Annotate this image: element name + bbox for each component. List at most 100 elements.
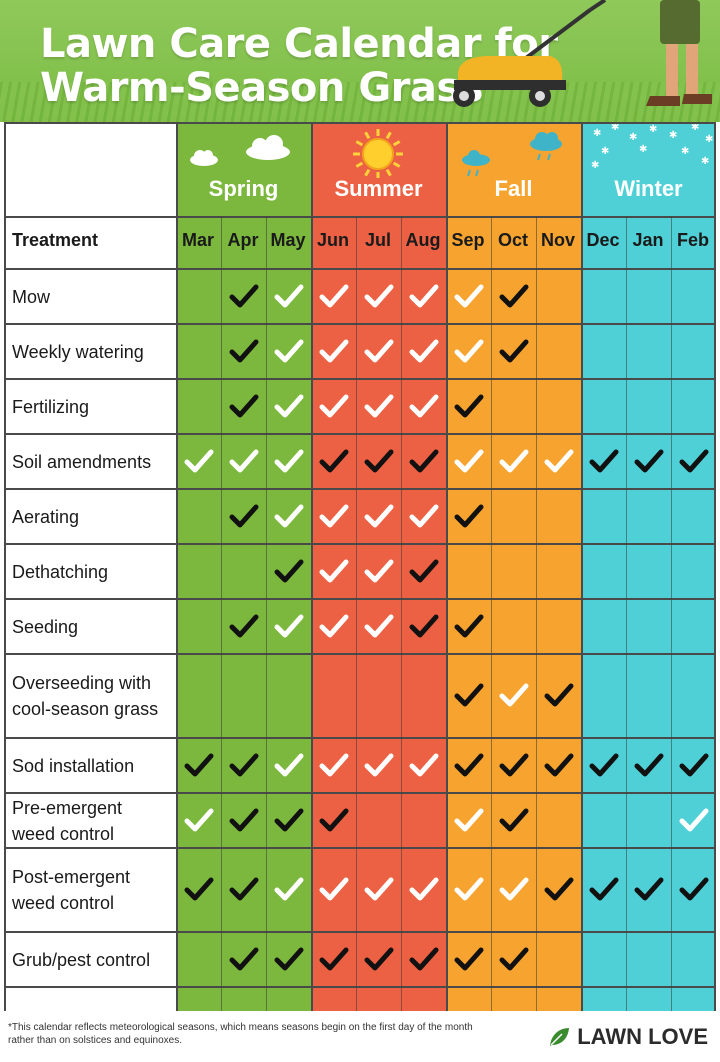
treatment-label-line: Sod installation xyxy=(12,755,135,776)
white-check-icon xyxy=(454,877,484,901)
white-check-icon xyxy=(454,284,484,307)
black-check-icon xyxy=(229,614,259,637)
treatment-label: Mow xyxy=(12,284,50,310)
black-check-icon xyxy=(364,449,394,472)
month-header-dec: Dec xyxy=(586,230,620,250)
month-header-aug: Aug xyxy=(405,230,441,250)
black-check-icon xyxy=(544,683,574,707)
white-check-icon xyxy=(544,449,574,472)
black-check-icon xyxy=(229,284,259,307)
treatment-label-line: weed control xyxy=(12,893,115,913)
white-check-icon xyxy=(184,449,214,472)
white-check-icon xyxy=(274,449,304,472)
grass-decoration xyxy=(0,82,720,122)
black-check-icon xyxy=(184,877,214,901)
black-check-icon xyxy=(229,339,259,362)
white-check-icon xyxy=(364,614,394,637)
season-label: Winter xyxy=(614,176,683,201)
treatment-label: Overseeding with cool-season grass xyxy=(12,670,158,722)
row-divider xyxy=(4,488,716,490)
brand-name: LAWN LOVE xyxy=(577,1024,708,1049)
black-check-icon xyxy=(544,877,574,901)
brand-logo: LAWN LOVE xyxy=(547,1024,708,1050)
season-header-fall: Fall xyxy=(446,122,581,216)
svg-text:✱: ✱ xyxy=(593,128,601,139)
treatment-label-line: Post-emergent xyxy=(12,867,131,887)
black-check-icon xyxy=(634,877,664,901)
season-band-summer xyxy=(311,122,446,1011)
row-divider xyxy=(4,737,716,739)
black-check-icon xyxy=(454,683,484,707)
lawn-mower-icon xyxy=(453,0,712,107)
row-divider xyxy=(4,378,716,380)
column-divider xyxy=(581,122,583,1011)
treatment-label: Pre-emergent weed control xyxy=(12,795,122,847)
column-divider xyxy=(714,122,716,1011)
white-check-icon xyxy=(499,877,529,901)
month-header-jan: Jan xyxy=(632,230,664,250)
white-check-icon xyxy=(409,394,439,417)
treatment-label-line: weed control xyxy=(12,823,115,844)
column-divider xyxy=(626,216,627,1011)
treatment-label-line: cool-season grass xyxy=(12,699,159,719)
rain-cloud-icon xyxy=(462,132,562,177)
white-check-icon xyxy=(229,449,259,472)
column-divider xyxy=(4,122,6,1011)
white-check-icon xyxy=(274,284,304,307)
black-check-icon xyxy=(274,947,304,970)
leaf-icon xyxy=(550,1028,570,1046)
month-header-jun: Jun xyxy=(316,230,349,250)
white-check-icon xyxy=(454,449,484,472)
black-check-icon xyxy=(679,753,709,776)
row-divider xyxy=(4,122,716,124)
row-divider xyxy=(4,433,716,435)
season-label: Fall xyxy=(494,176,533,201)
season-band-spring xyxy=(176,122,311,1011)
column-divider xyxy=(356,216,357,1011)
white-check-icon xyxy=(319,614,349,637)
header-banner: Lawn Care Calendar for Warm-Season Grass xyxy=(0,0,720,122)
white-check-icon xyxy=(409,504,439,527)
svg-text:✱: ✱ xyxy=(701,156,709,167)
black-check-icon xyxy=(679,877,709,901)
white-check-icon xyxy=(364,877,394,901)
white-check-icon xyxy=(364,559,394,582)
treatment-label: Soil amendments xyxy=(12,449,151,475)
treatment-label-line: Grub/pest control xyxy=(12,949,151,970)
row-divider xyxy=(4,986,716,988)
column-divider xyxy=(221,216,222,1011)
row-divider xyxy=(4,792,716,794)
month-header-feb: Feb xyxy=(676,230,709,250)
treatment-label-line: Overseeding with xyxy=(12,673,152,693)
treatment-label: Post-emergent weed control xyxy=(12,864,130,916)
black-check-icon xyxy=(589,753,619,776)
lawn-care-table: Spring Summer Fall ✱ ✱ ✱ ✱ ✱ ✱ ✱ ✱ ✱ ✱ ✱ ✱ Winter Treatm… xyxy=(4,122,716,1011)
column-divider xyxy=(446,122,448,1011)
white-check-icon xyxy=(454,339,484,362)
white-check-icon xyxy=(319,504,349,527)
treatment-label: Weekly watering xyxy=(12,339,144,365)
black-check-icon xyxy=(229,394,259,417)
treatment-label-line: Dethatching xyxy=(12,561,109,582)
black-check-icon xyxy=(454,614,484,637)
row-divider xyxy=(4,653,716,655)
white-check-icon xyxy=(409,877,439,901)
black-check-icon xyxy=(409,449,439,472)
black-check-icon xyxy=(229,947,259,970)
month-header-apr: Apr xyxy=(227,230,259,250)
white-check-icon xyxy=(409,753,439,776)
black-check-icon xyxy=(409,559,439,582)
treatment-label-line: Aerating xyxy=(12,506,80,527)
black-check-icon xyxy=(274,559,304,582)
white-check-icon xyxy=(499,683,529,707)
white-check-icon xyxy=(319,753,349,776)
svg-text:✱: ✱ xyxy=(649,124,657,135)
row-divider xyxy=(4,543,716,545)
black-check-icon xyxy=(634,449,664,472)
svg-text:✱: ✱ xyxy=(681,146,689,157)
white-check-icon xyxy=(364,394,394,417)
black-check-icon xyxy=(499,808,529,831)
black-check-icon xyxy=(589,877,619,901)
white-check-icon xyxy=(364,339,394,362)
title-line-2: Warm-Season Grass xyxy=(40,65,483,111)
